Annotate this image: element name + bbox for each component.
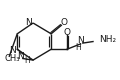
Text: N: N	[17, 52, 24, 62]
Text: H: H	[75, 43, 81, 52]
Text: CH₃: CH₃	[5, 54, 20, 63]
Text: NH₂: NH₂	[99, 35, 116, 44]
Text: O: O	[63, 28, 70, 37]
Text: O: O	[60, 18, 67, 27]
Text: N: N	[9, 46, 16, 55]
Text: H: H	[24, 56, 30, 65]
Text: N: N	[77, 36, 84, 45]
Text: N: N	[25, 18, 32, 27]
